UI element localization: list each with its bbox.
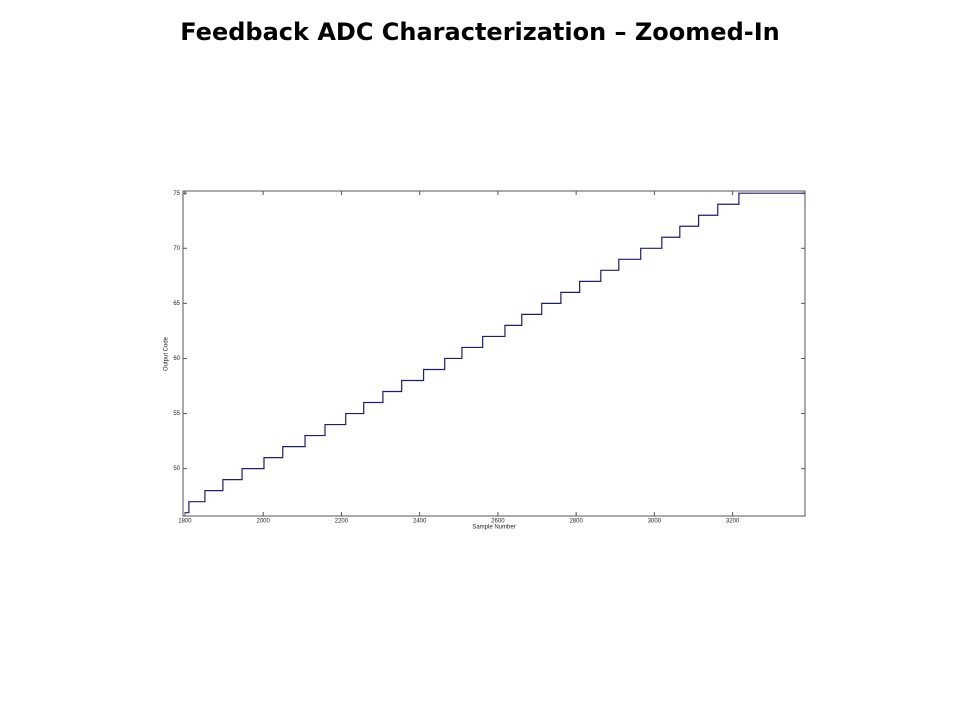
x-tick-label: 2600 [491,519,505,525]
plot-frame [182,190,806,517]
x-tick-label: 2800 [569,519,583,525]
x-tick-label: 2000 [257,519,271,525]
slide-title: Feedback ADC Characterization – Zoomed-I… [180,18,779,46]
y-axis-label: Output Code [164,336,170,371]
data-line [184,192,805,514]
y-tick-label: 60 [173,356,180,362]
x-tick-label: 2200 [335,519,349,525]
y-tick-label: 55 [173,411,180,417]
y-tick-label: 50 [173,466,180,472]
y-tick-label: 75 [173,191,180,197]
y-tick-label: 65 [173,301,180,307]
x-tick-label: 3000 [648,519,662,525]
x-tick-label: 1800 [178,519,192,525]
x-tick-label: 2400 [413,519,427,525]
x-tick-label: 3200 [726,519,740,525]
y-tick-label: 70 [173,246,180,252]
x-axis-label: Sample Number [472,525,515,531]
